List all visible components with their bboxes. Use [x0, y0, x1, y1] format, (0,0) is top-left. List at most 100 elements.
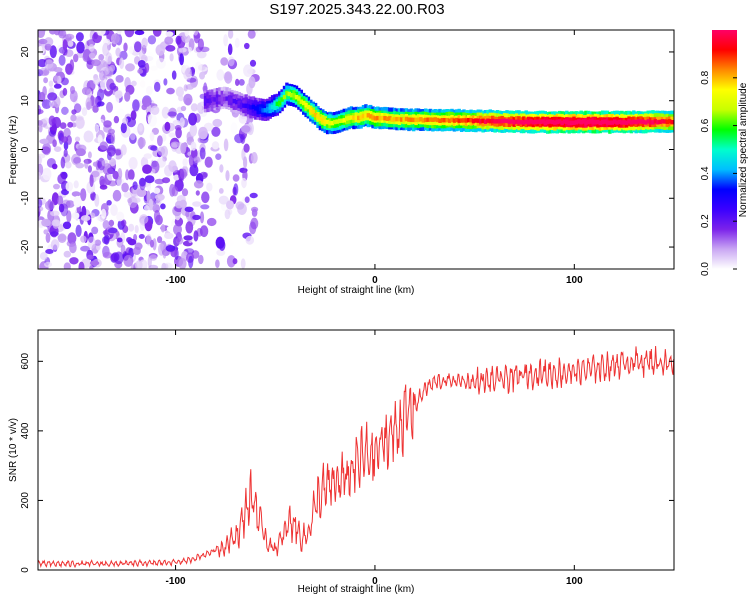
- heatmap-cell: [634, 120, 638, 125]
- heatmap-cell: [110, 33, 120, 45]
- y-tick-label: 0: [20, 567, 31, 573]
- heatmap-cell: [42, 167, 52, 181]
- heatmap-cell: [165, 245, 176, 252]
- heatmap-cell: [102, 229, 110, 236]
- heatmap-cell: [204, 156, 213, 168]
- heatmap-cell: [80, 245, 91, 252]
- heatmap-cell: [467, 117, 471, 123]
- heatmap-cell: [215, 153, 222, 160]
- heatmap-cell: [93, 31, 98, 40]
- heatmap-cell: [136, 188, 147, 197]
- heatmap-cell: [244, 42, 250, 50]
- heatmap-cell: [108, 219, 115, 227]
- heatmap-cell: [67, 232, 77, 245]
- heatmap-cell: [445, 117, 449, 123]
- heatmap-cell: [407, 117, 411, 122]
- heatmap-cell: [42, 117, 49, 124]
- heatmap-cell: [179, 53, 185, 66]
- heatmap-cell: [101, 159, 109, 167]
- heatmap-cell: [352, 115, 356, 120]
- x-tick-label: 0: [372, 576, 378, 587]
- heatmap-cell: [383, 116, 387, 121]
- heatmap-cell: [107, 144, 116, 157]
- heatmap-cell: [629, 120, 634, 125]
- heatmap-cell: [94, 239, 102, 246]
- heatmap-cell: [155, 214, 163, 226]
- heatmap-cell: [108, 227, 118, 234]
- heatmap-cell: [117, 168, 123, 180]
- heatmap-cell: [226, 255, 236, 268]
- colorbar-tick-label: 0.4: [700, 166, 711, 180]
- heatmap-cell: [38, 59, 48, 68]
- heatmap-cell: [421, 118, 425, 123]
- heatmap-cell: [268, 105, 272, 110]
- heatmap-cell: [215, 97, 220, 102]
- heatmap-cell: [237, 100, 241, 106]
- heatmap-cell: [130, 132, 136, 141]
- x-tick-label: -100: [166, 275, 186, 286]
- heatmap-cell: [91, 226, 99, 235]
- x-tick-label: 0: [372, 275, 378, 286]
- snr-ylabel: SNR (10 * v/v): [8, 418, 19, 482]
- heatmap-cell: [187, 46, 192, 53]
- heatmap-cell: [483, 119, 488, 124]
- heatmap-cell: [120, 244, 126, 255]
- heatmap-cell: [572, 120, 576, 125]
- heatmap-cell: [76, 41, 85, 54]
- heatmap-cell: [184, 30, 189, 37]
- heatmap-cell: [230, 122, 238, 135]
- heatmap-cell: [390, 117, 394, 122]
- heatmap-cell: [99, 175, 105, 187]
- heatmap-cell: [175, 86, 184, 98]
- heatmap-cell: [61, 106, 69, 115]
- heatmap-cell: [218, 195, 229, 205]
- heatmap-cell: [211, 126, 221, 137]
- heatmap-cell: [474, 118, 478, 123]
- heatmap-cell: [529, 119, 533, 124]
- heatmap-cell: [361, 113, 366, 119]
- heatmap-cell: [292, 93, 296, 98]
- heatmap-cell: [278, 100, 282, 106]
- heatmap-cell: [192, 201, 202, 207]
- heatmap-cell: [373, 116, 378, 121]
- heatmap-cell: [325, 119, 330, 125]
- heatmap-cell: [71, 191, 81, 197]
- heatmap-cell: [447, 118, 452, 123]
- heatmap-cell: [115, 47, 121, 57]
- heatmap-cell: [47, 92, 58, 101]
- heatmap-cell: [161, 106, 170, 119]
- heatmap-cell: [41, 218, 51, 227]
- snr-axis-ticks: -100 0 100 0 200 400 600: [20, 330, 674, 587]
- heatmap-cell: [188, 154, 194, 167]
- heatmap-cell: [172, 119, 181, 126]
- heatmap-cell: [48, 80, 54, 87]
- heatmap-cell: [41, 146, 51, 154]
- heatmap-cell: [181, 188, 189, 197]
- heatmap-cell: [178, 94, 184, 102]
- heatmap-cell: [340, 118, 344, 123]
- heatmap-cell: [101, 208, 107, 219]
- heatmap-cell: [106, 101, 113, 113]
- heatmap-cell: [498, 119, 502, 124]
- heatmap-cell: [150, 65, 158, 71]
- heatmap-cell: [124, 30, 135, 38]
- heatmap-cell: [154, 81, 161, 92]
- colorbar-gradient: [712, 30, 737, 269]
- heatmap-cell: [139, 50, 145, 60]
- heatmap-cell: [80, 235, 87, 243]
- heatmap-cell: [345, 116, 349, 121]
- heatmap-cell: [201, 191, 210, 204]
- heatmap-cell: [69, 242, 77, 254]
- heatmap-cell: [122, 117, 129, 125]
- heatmap-cell: [109, 82, 116, 90]
- heatmap-cell: [194, 61, 202, 75]
- heatmap-cell: [53, 83, 62, 89]
- heatmap-cell: [605, 120, 610, 125]
- heatmap-cell: [132, 99, 140, 112]
- heatmap-cell: [213, 97, 217, 102]
- heatmap-cell: [144, 175, 155, 184]
- heatmap-cell: [419, 117, 423, 122]
- heatmap-cell: [88, 44, 95, 52]
- heatmap-cell: [359, 115, 363, 120]
